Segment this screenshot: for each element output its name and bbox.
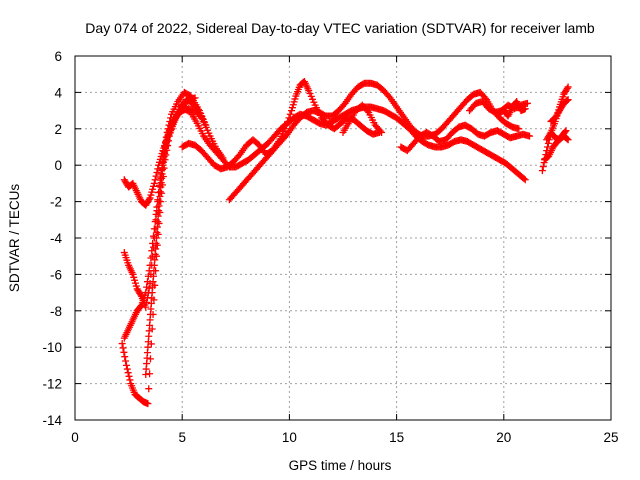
data-point [363, 107, 371, 115]
data-point [526, 132, 534, 140]
data-point [148, 247, 156, 255]
series-track-n [496, 98, 529, 120]
data-point [520, 175, 528, 183]
data-point [523, 99, 531, 107]
y-tick-label: 4 [54, 85, 62, 100]
y-tick-label: -14 [42, 413, 62, 428]
data-point [143, 298, 151, 306]
data-point [515, 125, 523, 133]
data-point [145, 284, 153, 292]
data-point [123, 365, 131, 373]
series-track-k [541, 127, 570, 164]
data-point [563, 96, 571, 104]
chart-title: Day 074 of 2022, Sidereal Day-to-day VTE… [85, 20, 595, 36]
y-tick-label: -4 [50, 231, 62, 246]
data-point [118, 340, 126, 348]
y-tick-label: 2 [54, 122, 62, 137]
x-tick-label: 15 [389, 430, 404, 445]
data-point [125, 372, 133, 380]
series-track-h [397, 121, 534, 155]
data-point [154, 165, 162, 173]
data-point [544, 139, 552, 147]
series-track-o [339, 101, 386, 136]
data-point [219, 154, 227, 162]
series-track-l [543, 128, 572, 144]
data-point [124, 369, 132, 377]
data-point [197, 114, 205, 122]
data-point [538, 167, 546, 175]
data-point [481, 94, 489, 102]
series-track-m [547, 96, 572, 126]
data-point [145, 195, 153, 203]
data-point [151, 176, 159, 184]
data-point [521, 105, 529, 113]
data-point [146, 355, 154, 363]
axis-ticks: 0 5 10 15 20 25 -14 -12 -10 -8 -6 -4 -2 0 2 4 6 [42, 49, 618, 445]
data-point [137, 302, 145, 310]
data-point [562, 127, 570, 135]
data-point [284, 118, 292, 126]
data-point [119, 344, 127, 352]
y-tick-label: -12 [42, 377, 62, 392]
data-point [202, 121, 210, 129]
data-point [121, 353, 129, 361]
x-tick-label: 5 [178, 430, 186, 445]
x-tick-label: 20 [496, 430, 511, 445]
x-tick-label: 10 [282, 430, 297, 445]
series-track-g [225, 79, 523, 204]
data-point [152, 172, 160, 180]
data-series [118, 77, 572, 408]
y-tick-label: 0 [54, 158, 62, 173]
data-point [144, 400, 152, 408]
data-point [281, 125, 289, 133]
data-point [285, 114, 293, 122]
data-point [376, 127, 384, 135]
data-point [378, 128, 386, 136]
x-tick-label: 0 [71, 430, 79, 445]
data-point [122, 357, 130, 365]
data-point [563, 135, 571, 143]
x-axis-label: GPS time / hours [289, 458, 392, 473]
y-tick-label: -2 [50, 195, 62, 210]
data-point [564, 96, 572, 104]
data-point [146, 370, 154, 378]
data-point [196, 112, 204, 120]
data-point [539, 163, 547, 171]
series-track-e [142, 105, 205, 378]
x-tick-label: 25 [603, 430, 618, 445]
data-point [126, 376, 134, 384]
data-point [563, 84, 571, 92]
y-tick-label: -6 [50, 267, 62, 282]
data-point [564, 136, 572, 144]
data-point [120, 348, 128, 356]
data-point [142, 303, 150, 311]
data-point [122, 361, 130, 369]
data-point [150, 179, 158, 187]
data-point [564, 83, 572, 91]
data-point [137, 291, 145, 299]
y-tick-label: -10 [42, 340, 62, 355]
data-point [282, 121, 290, 129]
data-point [521, 176, 529, 184]
data-point [286, 110, 294, 118]
data-point [191, 94, 199, 102]
data-point [145, 385, 153, 393]
y-tick-label: 6 [54, 49, 62, 64]
y-axis-label: SDTVAR / TECUs [7, 184, 22, 293]
y-tick-label: -8 [50, 304, 62, 319]
data-point [153, 168, 161, 176]
